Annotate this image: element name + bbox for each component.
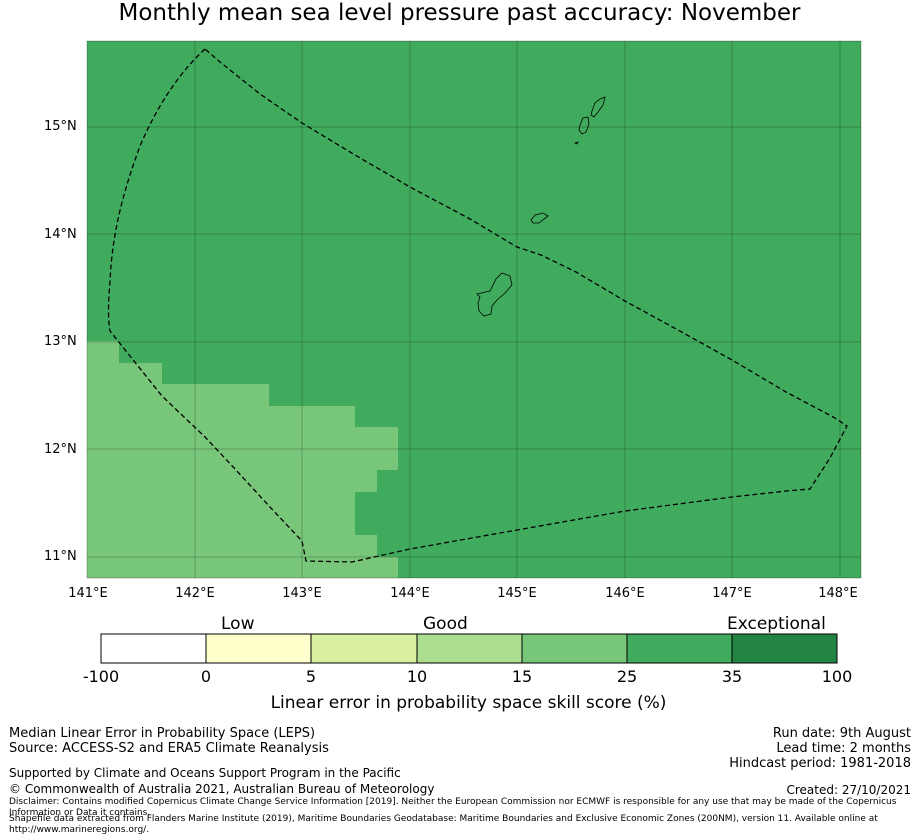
legend-tick: 0 xyxy=(200,667,212,686)
lon-label-147e: 147°E xyxy=(712,586,752,601)
legend-tick: 35 xyxy=(721,667,743,686)
lat-label-13n: 13°N xyxy=(44,334,77,349)
lon-label-144e: 144°E xyxy=(390,586,430,601)
lat-label-11n: 11°N xyxy=(44,549,77,564)
legend-tick: 10 xyxy=(406,667,428,686)
legend-category-exceptional: Exceptional xyxy=(727,614,826,634)
legend-swatch-0 xyxy=(100,633,207,664)
map-title: Monthly mean sea level pressure past acc… xyxy=(118,0,801,26)
legend-tick: 100 xyxy=(821,667,853,686)
legend-tick: 15 xyxy=(511,667,533,686)
footer-shapefile: Shapefile data extracted from Flanders M… xyxy=(9,814,878,835)
footer-run-date: Run date: 9th August xyxy=(772,726,911,741)
map-frame xyxy=(86,40,862,579)
legend-swatch-6 xyxy=(731,633,838,664)
footer-method: Median Linear Error in Probability Space… xyxy=(9,726,316,741)
legend-category-good: Good xyxy=(423,614,468,634)
legend-swatch-5 xyxy=(626,633,733,664)
island-rota xyxy=(530,212,549,224)
legend-swatch-2 xyxy=(310,633,418,664)
legend-category-low: Low xyxy=(221,614,255,634)
legend-axis-title: Linear error in probability space skill … xyxy=(270,693,667,713)
lon-label-145e: 145°E xyxy=(497,586,537,601)
lat-label-14n: 14°N xyxy=(44,227,77,242)
skill-region-good xyxy=(87,341,398,578)
footer-source: Source: ACCESS-S2 and ERA5 Climate Reana… xyxy=(9,741,329,756)
lon-label-146e: 146°E xyxy=(605,586,645,601)
island-guam xyxy=(476,272,513,317)
lon-label-143e: 143°E xyxy=(282,586,322,601)
island-saipan xyxy=(590,96,606,118)
lon-label-142e: 142°E xyxy=(175,586,215,601)
legend-swatch-4 xyxy=(521,633,628,664)
footer-created: Created: 27/10/2021 xyxy=(786,783,911,797)
footer-support: Supported by Climate and Oceans Support … xyxy=(9,766,401,780)
lat-label-15n: 15°N xyxy=(44,119,77,134)
footer-disclaimer: Disclaimer: Contains modified Copernicus… xyxy=(9,797,897,818)
legend-swatch-1 xyxy=(205,633,312,664)
footer-lead-time: Lead time: 2 months xyxy=(776,741,911,756)
islands xyxy=(476,96,606,317)
lat-label-12n: 12°N xyxy=(44,442,77,457)
footer-copyright: © Commonwealth of Australia 2021, Austra… xyxy=(9,782,435,796)
legend-colorbar xyxy=(100,633,838,664)
eez-boundary xyxy=(107,48,848,563)
legend-tick: -100 xyxy=(82,667,120,686)
lon-label-148e: 148°E xyxy=(818,586,858,601)
footer-hindcast: Hindcast period: 1981-2018 xyxy=(729,756,911,771)
legend-tick: 5 xyxy=(305,667,317,686)
island-aguijan xyxy=(573,141,579,145)
legend-tick: 25 xyxy=(616,667,638,686)
legend-swatch-3 xyxy=(416,633,523,664)
lon-label-141e: 141°E xyxy=(68,586,108,601)
island-tinian xyxy=(578,116,590,135)
